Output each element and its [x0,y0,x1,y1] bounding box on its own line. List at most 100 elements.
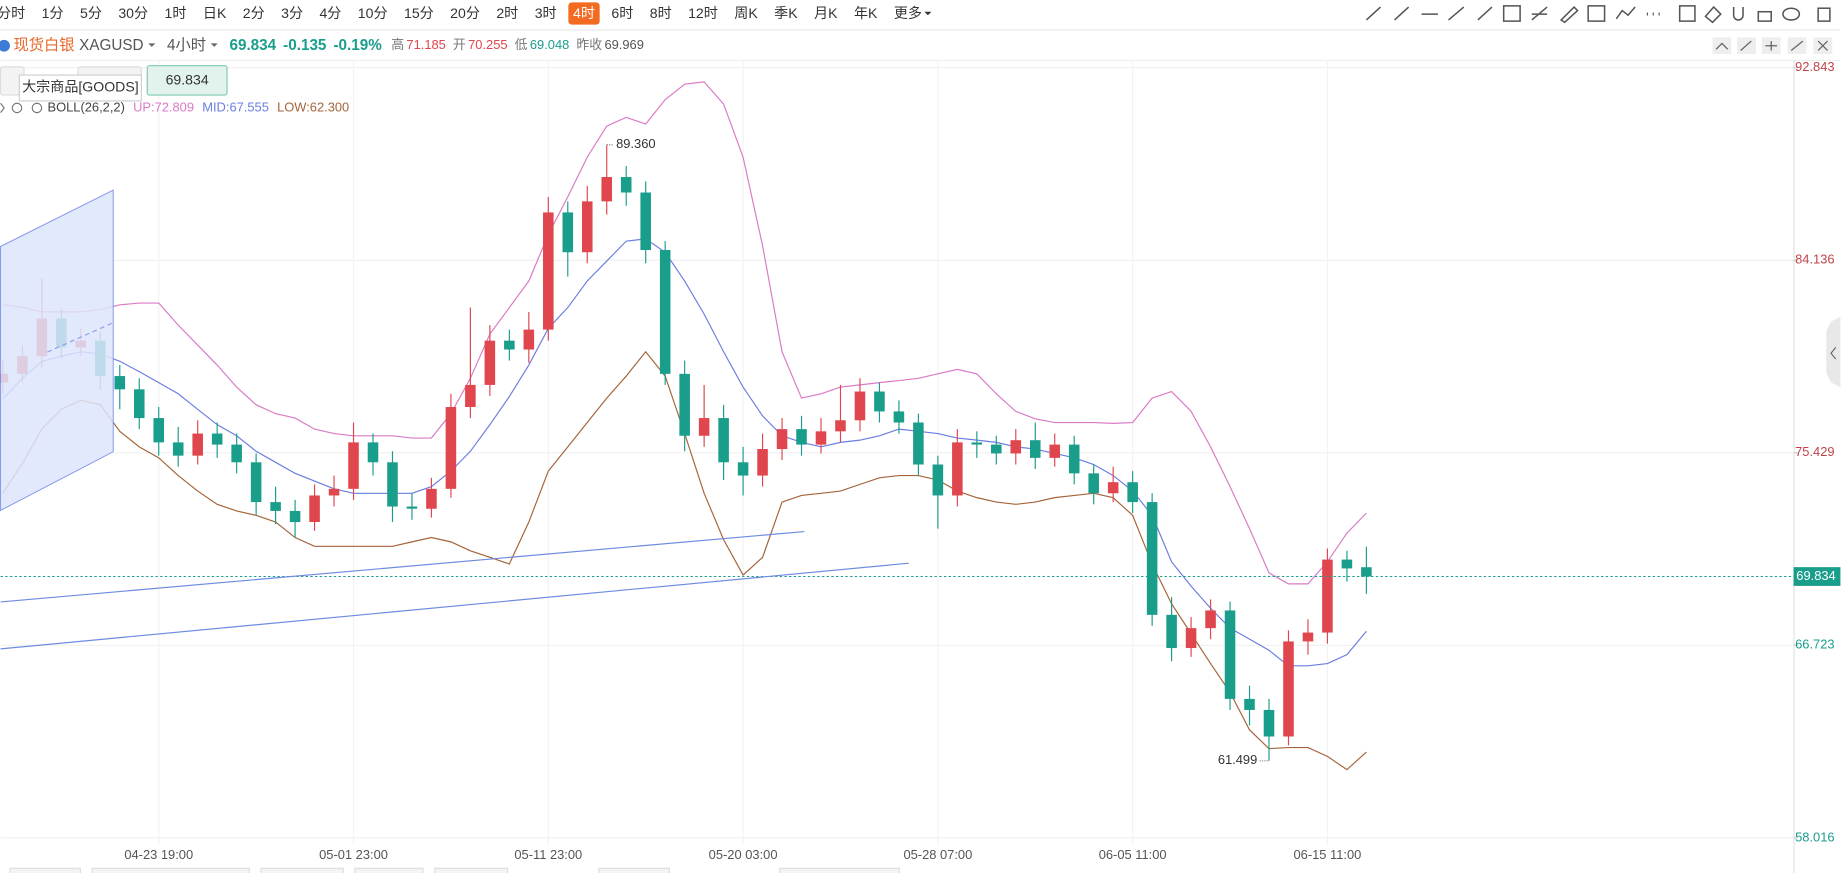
candle-body [562,212,574,253]
timeframe-tab[interactable]: 周K [734,5,758,21]
timeframe-tab[interactable]: 月K [814,5,838,21]
timeframe-tab[interactable]: 10分 [358,5,388,21]
indicator-value: LOW:62.300 [277,99,349,114]
price-change-pct: -0.19% [333,37,382,54]
bottom-tab[interactable] [260,867,344,873]
candle-body [231,444,242,463]
candle-body [718,418,729,463]
stat-label: 低 [515,37,528,52]
timeframe-tab[interactable]: 30分 [118,5,148,21]
candle-body [1146,502,1158,615]
bottom-tab[interactable] [354,867,424,873]
price-box-text: 69.834 [166,72,209,88]
candle-body [543,212,554,330]
candle-body [1068,444,1080,474]
tooltip-box [18,74,142,102]
tool-icon[interactable] [1448,6,1465,21]
y-tick-label: 92.843 [1795,59,1834,74]
period: 4小时 [167,37,206,54]
control-button[interactable] [1712,37,1732,54]
channel-midline[interactable] [47,322,114,353]
timeframe-tab[interactable]: 6时 [611,5,633,21]
candle-body [348,442,359,489]
timeframe-tab[interactable]: 5分 [80,5,102,21]
annotation: 61.499 [1218,752,1257,767]
timeframe-tab[interactable]: 3时 [535,5,557,21]
bottom-tab[interactable] [91,867,250,873]
timeframe-tab[interactable]: 4时 [573,5,595,21]
indicator-settings [11,102,23,114]
symbol-name: 现货白银 [13,37,74,54]
candle-body [484,340,496,385]
tool-icon[interactable] [1704,5,1722,24]
stat-label: 开 [453,37,466,52]
indicator-value: MID:67.555 [202,99,269,114]
timeframe-tab[interactable]: 12时 [688,5,718,21]
candle-body [1361,567,1372,577]
bottom-tab[interactable] [779,867,900,873]
candle-body [620,177,632,193]
timeframe-tab[interactable]: 季K [774,5,798,21]
boll-band [2,81,1367,585]
timeframe-tab[interactable]: 15分 [404,5,434,21]
y-tick-label: 84.136 [1795,252,1834,267]
candle-body [835,420,846,432]
tool-icon[interactable] [1502,5,1521,22]
tool-icon[interactable] [1782,7,1801,21]
candle-body [659,250,671,374]
tool-icon[interactable] [1477,6,1493,21]
control-icon [1765,41,1778,51]
candle-body [1029,440,1041,458]
timeframe-tab[interactable]: 2时 [496,5,518,21]
timeframe-tab[interactable]: 分时 [0,5,25,21]
candle-body [796,429,807,445]
candle-body [1049,444,1061,458]
timeframe-tab[interactable]: 8时 [650,5,672,21]
bottom-tab[interactable] [598,867,670,873]
candle-body [211,433,223,445]
bottom-tabs [9,867,900,873]
x-tick-label: 05-28 07:00 [903,847,972,862]
bottom-tab[interactable] [9,867,81,873]
candle-body [1302,632,1314,642]
last-price: 69.834 [229,37,276,54]
candle-body [1322,559,1333,633]
timeframe-tab[interactable]: 4分 [319,5,341,21]
timeframe-tab[interactable]: 2分 [243,5,265,21]
tool-icon[interactable] [1394,6,1410,21]
side-panel-tab[interactable] [1826,316,1841,388]
timeframe-tab[interactable]: 1时 [165,5,187,21]
tool-icon[interactable] [1587,5,1606,22]
timeframe-tab[interactable]: 日K [203,5,227,21]
timeframe-tab[interactable]: 更多 [894,5,922,21]
x-tick-label: 06-15 11:00 [1294,847,1362,862]
parallel-channel[interactable] [0,189,114,512]
control-icon [1790,40,1804,51]
tool-icon[interactable] [1365,6,1381,21]
stat-value: 69.048 [530,37,569,52]
timeframe-tab[interactable]: 1分 [42,5,64,21]
candle-body [893,411,905,423]
trend-line[interactable] [0,562,909,650]
candle-body [640,192,651,251]
tool-icon[interactable] [1732,7,1744,21]
candle-body [854,391,866,421]
tool-icon[interactable] [1757,10,1772,22]
tool-icon[interactable] [1559,5,1579,24]
trend-line[interactable] [0,530,805,603]
tool-icon[interactable] [1531,6,1548,21]
chart-overlay: 大宗商品[GOODS] 69.834 BOLL(26,2,2) UP:72.809… [0,65,1841,873]
bottom-tab[interactable] [434,867,509,873]
timeframe-tab[interactable]: 3分 [281,5,303,21]
tool-icon[interactable] [1615,6,1636,20]
timeframe-tab[interactable]: 年K [854,5,878,21]
candle-body [815,431,827,445]
tool-icon[interactable] [1817,7,1831,22]
drawing-tools [1365,5,1831,24]
candle-body [1010,440,1022,454]
candle-body [757,449,768,476]
timeframe-tab[interactable]: 20分 [450,5,480,21]
candle-body [289,510,301,522]
tool-icon[interactable] [1678,5,1696,22]
